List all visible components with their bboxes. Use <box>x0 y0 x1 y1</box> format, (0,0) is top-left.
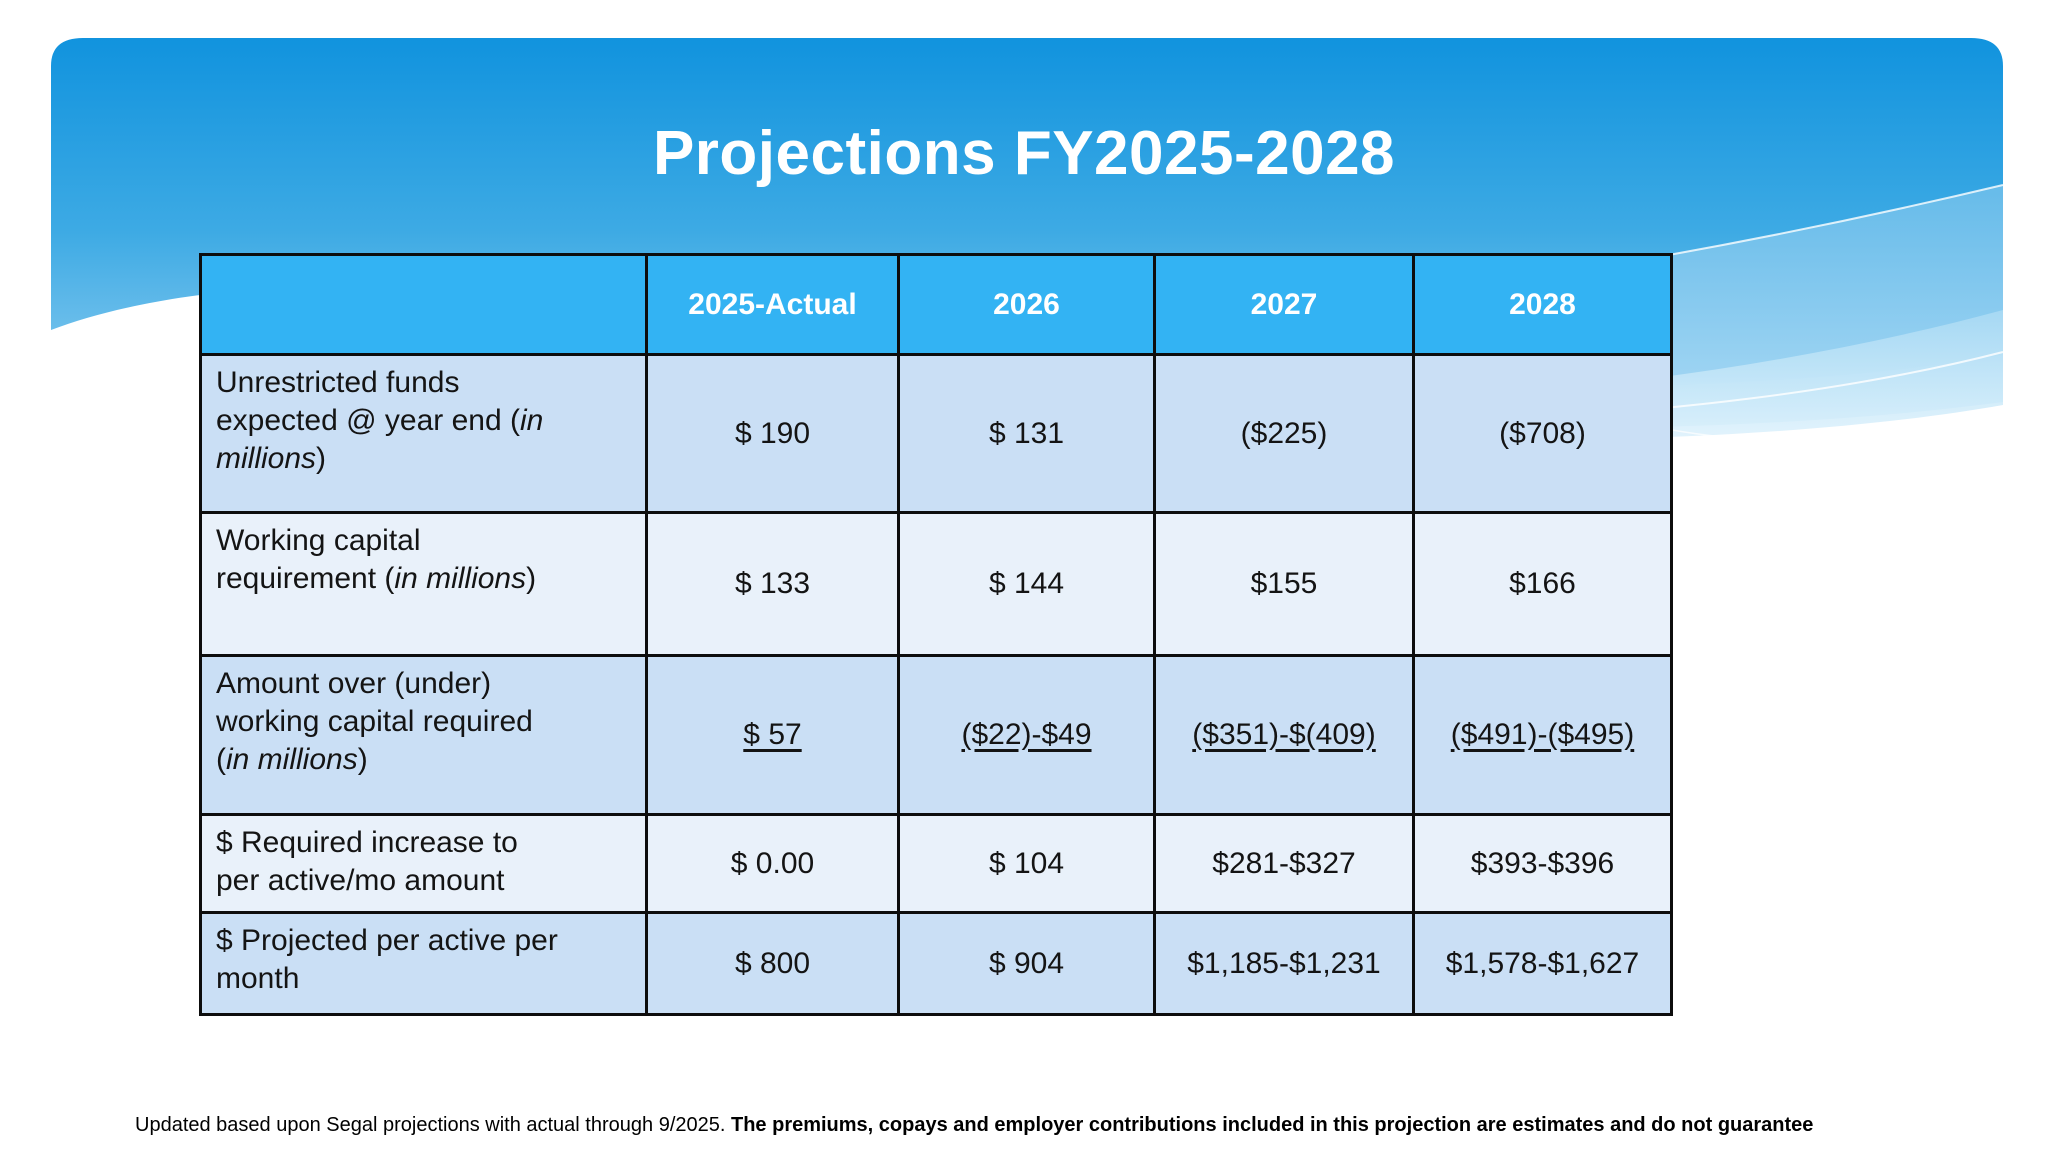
value-cell: $ 0.00 <box>645 813 900 914</box>
footnote-line-1: Updated based upon Segal projections wit… <box>135 1114 1814 1136</box>
value-cell: $ 144 <box>897 511 1156 657</box>
row-label-cell: Unrestricted funds expected @ year end (… <box>199 353 648 514</box>
banner-wave-2 <box>980 310 2003 441</box>
value-cell: $ 104 <box>897 813 1156 914</box>
value-cell: $155 <box>1153 511 1415 657</box>
table-header-row: 2025-Actual 2026 2027 2028 <box>199 253 1673 356</box>
value-cell: ($708) <box>1412 353 1673 514</box>
value-cell: ($22)-$49 <box>897 654 1156 816</box>
value-cell: $ 904 <box>897 911 1156 1016</box>
header-cell-blank <box>199 253 648 356</box>
table-row-working-capital: Working capital requirement (in millions… <box>199 511 1673 657</box>
table-row-unrestricted-funds: Unrestricted funds expected @ year end (… <box>199 353 1673 514</box>
projections-table: 2025-Actual 2026 2027 2028 Unrestricted … <box>199 253 1673 1016</box>
table-row-amount-over-under: Amount over (under) working capital requ… <box>199 654 1673 816</box>
banner-white-line-3 <box>1671 419 2004 443</box>
row-label-cell: $ Projected per active per month <box>199 911 648 1016</box>
value-cell: $166 <box>1412 511 1673 657</box>
header-cell-2028: 2028 <box>1412 253 1673 356</box>
header-cell-2025-actual: 2025-Actual <box>645 253 900 356</box>
table-container: 2025-Actual 2026 2027 2028 Unrestricted … <box>199 253 1673 1016</box>
slide-title: Projections FY2025-2028 <box>652 119 1396 188</box>
value-cell: ($351)-$(409) <box>1153 654 1415 816</box>
table-row-required-increase: $ Required increase to per active/mo amo… <box>199 813 1673 914</box>
header-cell-2027: 2027 <box>1153 253 1415 356</box>
row-label-cell: $ Required increase to per active/mo amo… <box>199 813 648 914</box>
header-cell-2026: 2026 <box>897 253 1156 356</box>
value-cell: $ 190 <box>645 353 900 514</box>
value-cell: $1,578-$1,627 <box>1412 911 1673 1016</box>
value-cell: $ 800 <box>645 911 900 1016</box>
value-cell: $1,185-$1,231 <box>1153 911 1415 1016</box>
value-cell: $ 57 <box>645 654 900 816</box>
value-cell: ($225) <box>1153 353 1415 514</box>
value-cell: $393-$396 <box>1412 813 1673 914</box>
value-cell: $ 131 <box>897 353 1156 514</box>
row-label-cell: Amount over (under) working capital requ… <box>199 654 648 816</box>
value-cell: $281-$327 <box>1153 813 1415 914</box>
table-row-projected-per-active: $ Projected per active per month $ 800 $… <box>199 911 1673 1016</box>
value-cell: ($491)-($495) <box>1412 654 1673 816</box>
value-cell: $ 133 <box>645 511 900 657</box>
row-label-cell: Working capital requirement (in millions… <box>199 511 648 657</box>
footnote: Updated based upon Segal projections wit… <box>135 1053 1995 1152</box>
